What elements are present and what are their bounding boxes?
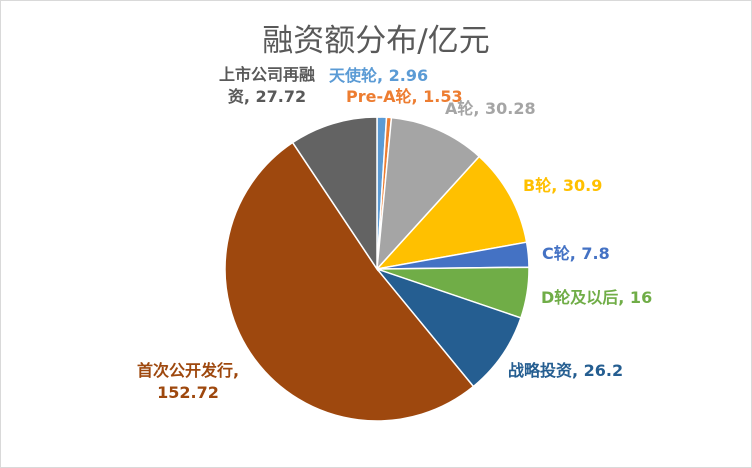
chart-title: 融资额分布/亿元	[262, 23, 490, 59]
slices-layer	[224, 116, 530, 422]
pie-slice-8	[291, 116, 378, 272]
slice-label-5: D轮及以后, 16	[541, 288, 652, 307]
slice-label-3: B轮, 30.9	[523, 176, 602, 195]
slice-label-7: 首次公开发行, 152.72	[137, 361, 239, 402]
pie-slice-2	[376, 116, 481, 272]
slice-label-1: Pre-A轮, 1.53	[346, 87, 463, 106]
slice-label-2: A轮, 30.28	[445, 99, 536, 118]
pie-slice-7	[224, 141, 475, 422]
slice-label-4: C轮, 7.8	[542, 244, 610, 263]
slice-label-6: 战略投资, 26.2	[508, 361, 623, 380]
slice-label-0: 天使轮, 2.96	[329, 66, 428, 85]
slice-label-8: 上市公司再融资, 27.72	[219, 65, 315, 106]
pie-slice-3	[374, 155, 528, 271]
pie-slice-6	[374, 267, 522, 388]
